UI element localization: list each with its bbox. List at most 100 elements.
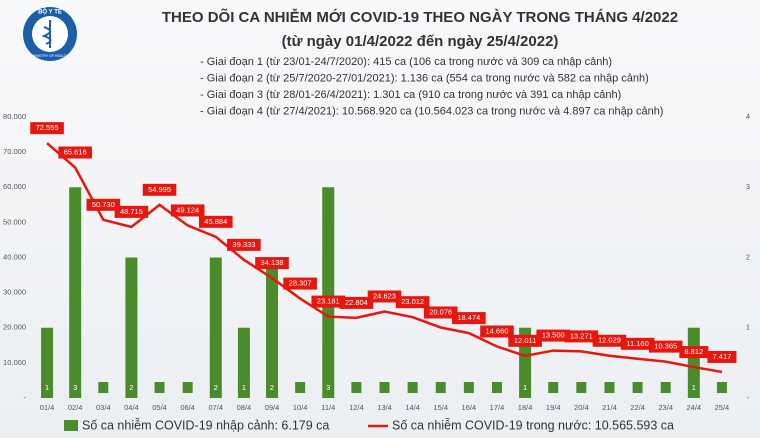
y2-tick-label: 2 xyxy=(746,252,750,261)
bar-label: 2 xyxy=(129,383,133,392)
x-tick-label: 12/4 xyxy=(349,403,364,412)
bar-label-box xyxy=(632,382,643,393)
y2-tick-label: 3 xyxy=(746,182,750,191)
x-tick-label: 16/4 xyxy=(462,403,477,412)
data-label-box xyxy=(30,122,64,135)
data-label: 8.812 xyxy=(684,347,703,356)
bar-label-box xyxy=(463,382,474,393)
x-tick-label: 02/4 xyxy=(68,403,83,412)
logo-name: BỘ Y TẾ xyxy=(38,8,62,16)
data-label-box xyxy=(367,290,402,303)
data-label: 24.623 xyxy=(373,291,396,300)
bar-label-box xyxy=(295,382,306,393)
data-label-box xyxy=(58,146,92,159)
bar-label-box xyxy=(42,382,53,393)
bar-label-box xyxy=(238,382,249,393)
data-label-box xyxy=(86,198,121,211)
chart-title: THEO DÕI CA NHIỄM MỚI COVID-19 THEO NGÀY… xyxy=(162,8,678,26)
bar-label-box xyxy=(351,382,362,393)
line xyxy=(46,142,723,374)
bar-label: 1 xyxy=(692,383,696,392)
data-label-box xyxy=(227,238,261,251)
x-tick-label: 24/4 xyxy=(687,403,702,412)
note: - Giai đoạn 3 (từ 28/01-26/4/2021): 1.30… xyxy=(200,89,621,101)
bar-label-box xyxy=(660,382,671,393)
data-label: 50.730 xyxy=(92,200,115,209)
data-label-box xyxy=(255,257,289,270)
x-tick-label: 04/4 xyxy=(124,403,139,412)
y2-tick-label: 1 xyxy=(746,323,750,332)
bar-label: 2 xyxy=(270,383,274,392)
bar xyxy=(322,187,335,398)
y-tick-label: 60.000 xyxy=(3,182,26,191)
x-tick-label: 25/4 xyxy=(715,403,730,412)
bar-label-box xyxy=(267,382,278,393)
x-tick-label: 17/4 xyxy=(490,403,505,412)
data-label-box xyxy=(423,306,458,319)
data-label: 23.012 xyxy=(401,297,424,306)
bar-label-box xyxy=(126,382,137,393)
x-tick-label: 18/4 xyxy=(518,403,533,412)
legend-label: Số ca nhiễm COVID-19 trong nước: 10.565.… xyxy=(392,417,674,432)
data-label-box xyxy=(620,337,655,350)
y-tick-label: 50.000 xyxy=(3,217,26,226)
data-label: 23.181 xyxy=(317,297,340,306)
x-tick-label: 06/4 xyxy=(180,403,195,412)
data-label-box xyxy=(142,183,177,196)
y-tick-label: - xyxy=(24,393,27,402)
x-tick-label: 22/4 xyxy=(630,403,645,412)
data-label: 13.271 xyxy=(570,331,593,340)
bar-label-box xyxy=(210,382,221,393)
y-tick-label: 10.000 xyxy=(3,358,26,367)
x-tick-label: 19/4 xyxy=(546,403,561,412)
data-label: 12.011 xyxy=(514,336,536,345)
bar-label: 3 xyxy=(73,383,77,392)
data-label: 11.160 xyxy=(626,339,648,348)
data-label-box xyxy=(452,312,486,325)
x-tick-label: 09/4 xyxy=(265,403,280,412)
legend-swatch xyxy=(64,420,78,431)
bar-label: 3 xyxy=(326,383,330,392)
bar xyxy=(209,257,222,398)
bar-label-box xyxy=(407,382,418,393)
note: - Giai đoạn 1 (từ 23/01-24/7/2020): 415 … xyxy=(200,56,612,68)
x-tick-label: 10/4 xyxy=(293,403,308,412)
data-label-box xyxy=(311,295,346,308)
x-tick-label: 14/4 xyxy=(405,403,420,412)
data-label: 54.995 xyxy=(148,185,171,194)
bar xyxy=(69,187,82,398)
x-tick-label: 05/4 xyxy=(152,403,167,412)
data-label: 39.333 xyxy=(232,240,255,249)
data-label-box xyxy=(170,204,205,217)
data-label: 14.660 xyxy=(486,326,509,335)
bar xyxy=(237,327,250,398)
x-tick-label: 21/4 xyxy=(602,403,617,412)
data-label: 49.124 xyxy=(176,205,199,214)
x-tick-label: 15/4 xyxy=(433,403,448,412)
y-tick-label: 80.000 xyxy=(3,112,26,121)
x-tick-label: 23/4 xyxy=(658,403,673,412)
bar-label-box xyxy=(98,382,109,393)
bar-label-box xyxy=(548,382,559,393)
bar-label-box xyxy=(379,382,390,393)
bar-label-box xyxy=(520,382,531,393)
logo-sub: MINISTRY OF HEALTH xyxy=(32,54,69,58)
x-tick-label: 07/4 xyxy=(208,403,223,412)
data-label: 10.365 xyxy=(654,342,677,351)
bar-label-box xyxy=(154,382,165,393)
data-label: 72.555 xyxy=(36,123,59,132)
bar-label-box xyxy=(435,382,446,393)
data-label: 20.076 xyxy=(429,307,452,316)
bar-label-box xyxy=(576,382,587,393)
data-label-box xyxy=(480,325,514,338)
bar-label: 2 xyxy=(214,383,218,392)
data-label: 28.307 xyxy=(289,279,312,288)
y-tick-label: 40.000 xyxy=(3,252,26,261)
data-label-box xyxy=(508,334,542,347)
note: - Giai đoạn 4 (từ 27/4/2021): 10.568.920… xyxy=(200,105,663,117)
bar-label: 1 xyxy=(242,383,246,392)
data-label-box xyxy=(114,205,149,218)
y-tick-label: 30.000 xyxy=(3,288,26,297)
x-tick-label: 08/4 xyxy=(237,403,252,412)
data-label: 65.616 xyxy=(64,148,87,157)
